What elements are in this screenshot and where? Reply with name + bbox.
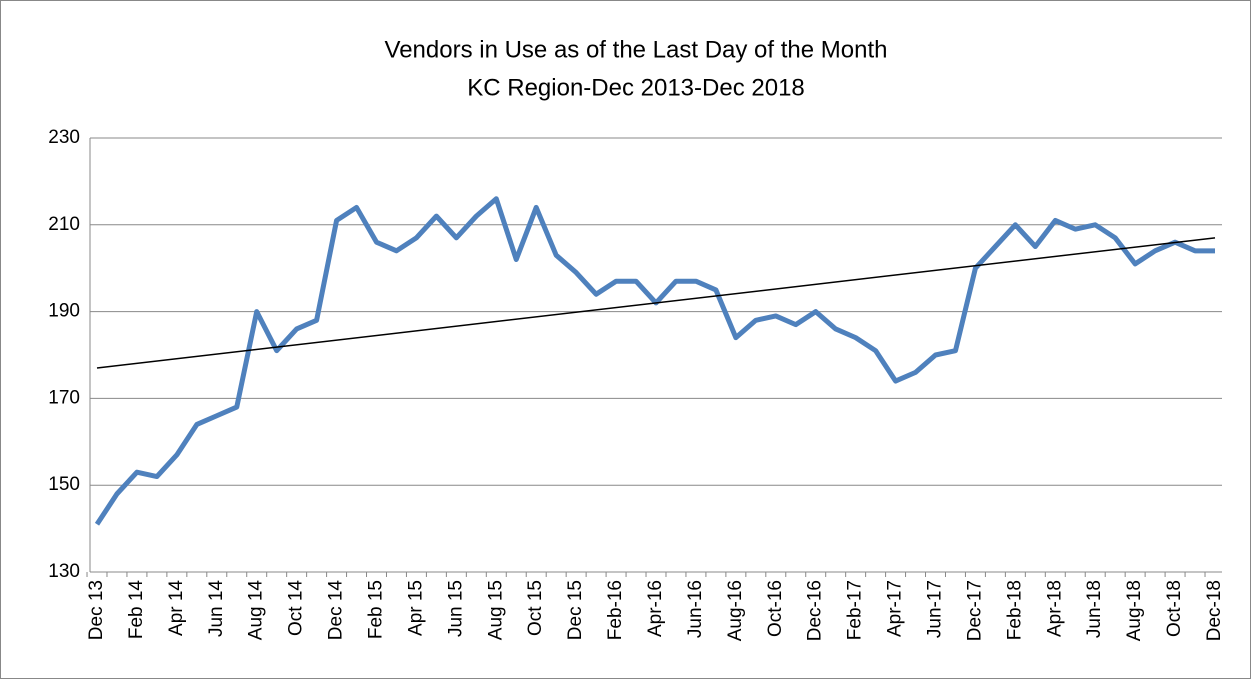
x-tick-label: Oct 14 <box>286 580 307 636</box>
x-tick-label: Oct 15 <box>525 580 546 636</box>
x-tick-label: Feb-17 <box>845 580 866 640</box>
x-tick-label: Dec 13 <box>86 580 107 640</box>
x-tick-label: Jun 15 <box>445 580 466 637</box>
x-tick-label: Feb 14 <box>126 580 147 640</box>
x-tick-label: Aug 15 <box>485 580 506 640</box>
x-tick-label: Aug-18 <box>1124 580 1145 641</box>
x-tick-label: Apr-17 <box>885 580 906 637</box>
x-tick-label: Jun 14 <box>206 580 227 637</box>
x-tick-label: Feb-16 <box>605 580 626 640</box>
x-tick-label: Feb 15 <box>366 580 387 639</box>
x-tick-label: Jun-16 <box>685 580 706 638</box>
y-tick-label: 210 <box>48 214 80 235</box>
x-tick-label: Dec 14 <box>326 580 347 641</box>
x-tick-label: Apr-18 <box>1044 580 1065 637</box>
y-tick-label: 170 <box>48 387 80 408</box>
x-tick-label: Dec-16 <box>805 580 826 641</box>
x-tick-label: Jun-18 <box>1084 580 1105 638</box>
x-tick-label: Dec-17 <box>964 580 985 641</box>
x-tick-label: Apr 15 <box>405 580 426 636</box>
x-tick-label: Aug-16 <box>725 580 746 641</box>
chart-subtitle: KC Region-Dec 2013-Dec 2018 <box>467 74 805 101</box>
trendline <box>96 237 1216 369</box>
x-tick-label: Jun-17 <box>925 580 946 638</box>
y-tick-label: 150 <box>48 474 80 495</box>
x-tick-label: Oct-16 <box>765 580 786 637</box>
x-tick-label: Apr 14 <box>166 580 187 636</box>
chart-title: Vendors in Use as of the Last Day of the… <box>385 36 888 63</box>
x-tick-label: Aug 14 <box>246 580 267 641</box>
y-tick-label: 230 <box>48 127 80 148</box>
x-tick-label: Dec-18 <box>1204 580 1225 641</box>
x-tick-label: Oct-18 <box>1164 580 1185 637</box>
y-tick-label: 190 <box>48 301 80 322</box>
x-tick-label: Dec 15 <box>565 580 586 640</box>
y-tick-label: 130 <box>48 561 80 582</box>
x-tick-label: Apr-16 <box>645 580 666 637</box>
x-tick-label: Feb-18 <box>1004 580 1025 640</box>
